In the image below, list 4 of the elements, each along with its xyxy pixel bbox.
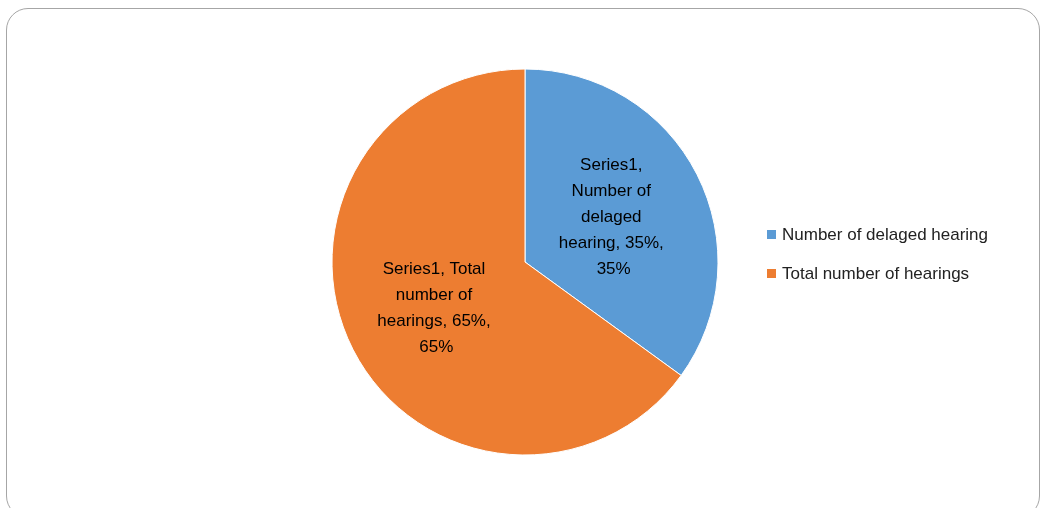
data-label: Series1, Total number of hearings, 65%, 65% <box>377 258 496 356</box>
legend-label: Total number of hearings <box>782 264 970 283</box>
legend-label: Number of delaged hearing <box>782 225 989 244</box>
data-label: Series1, Number of delaged hearing, 35%, 35% <box>558 155 669 279</box>
